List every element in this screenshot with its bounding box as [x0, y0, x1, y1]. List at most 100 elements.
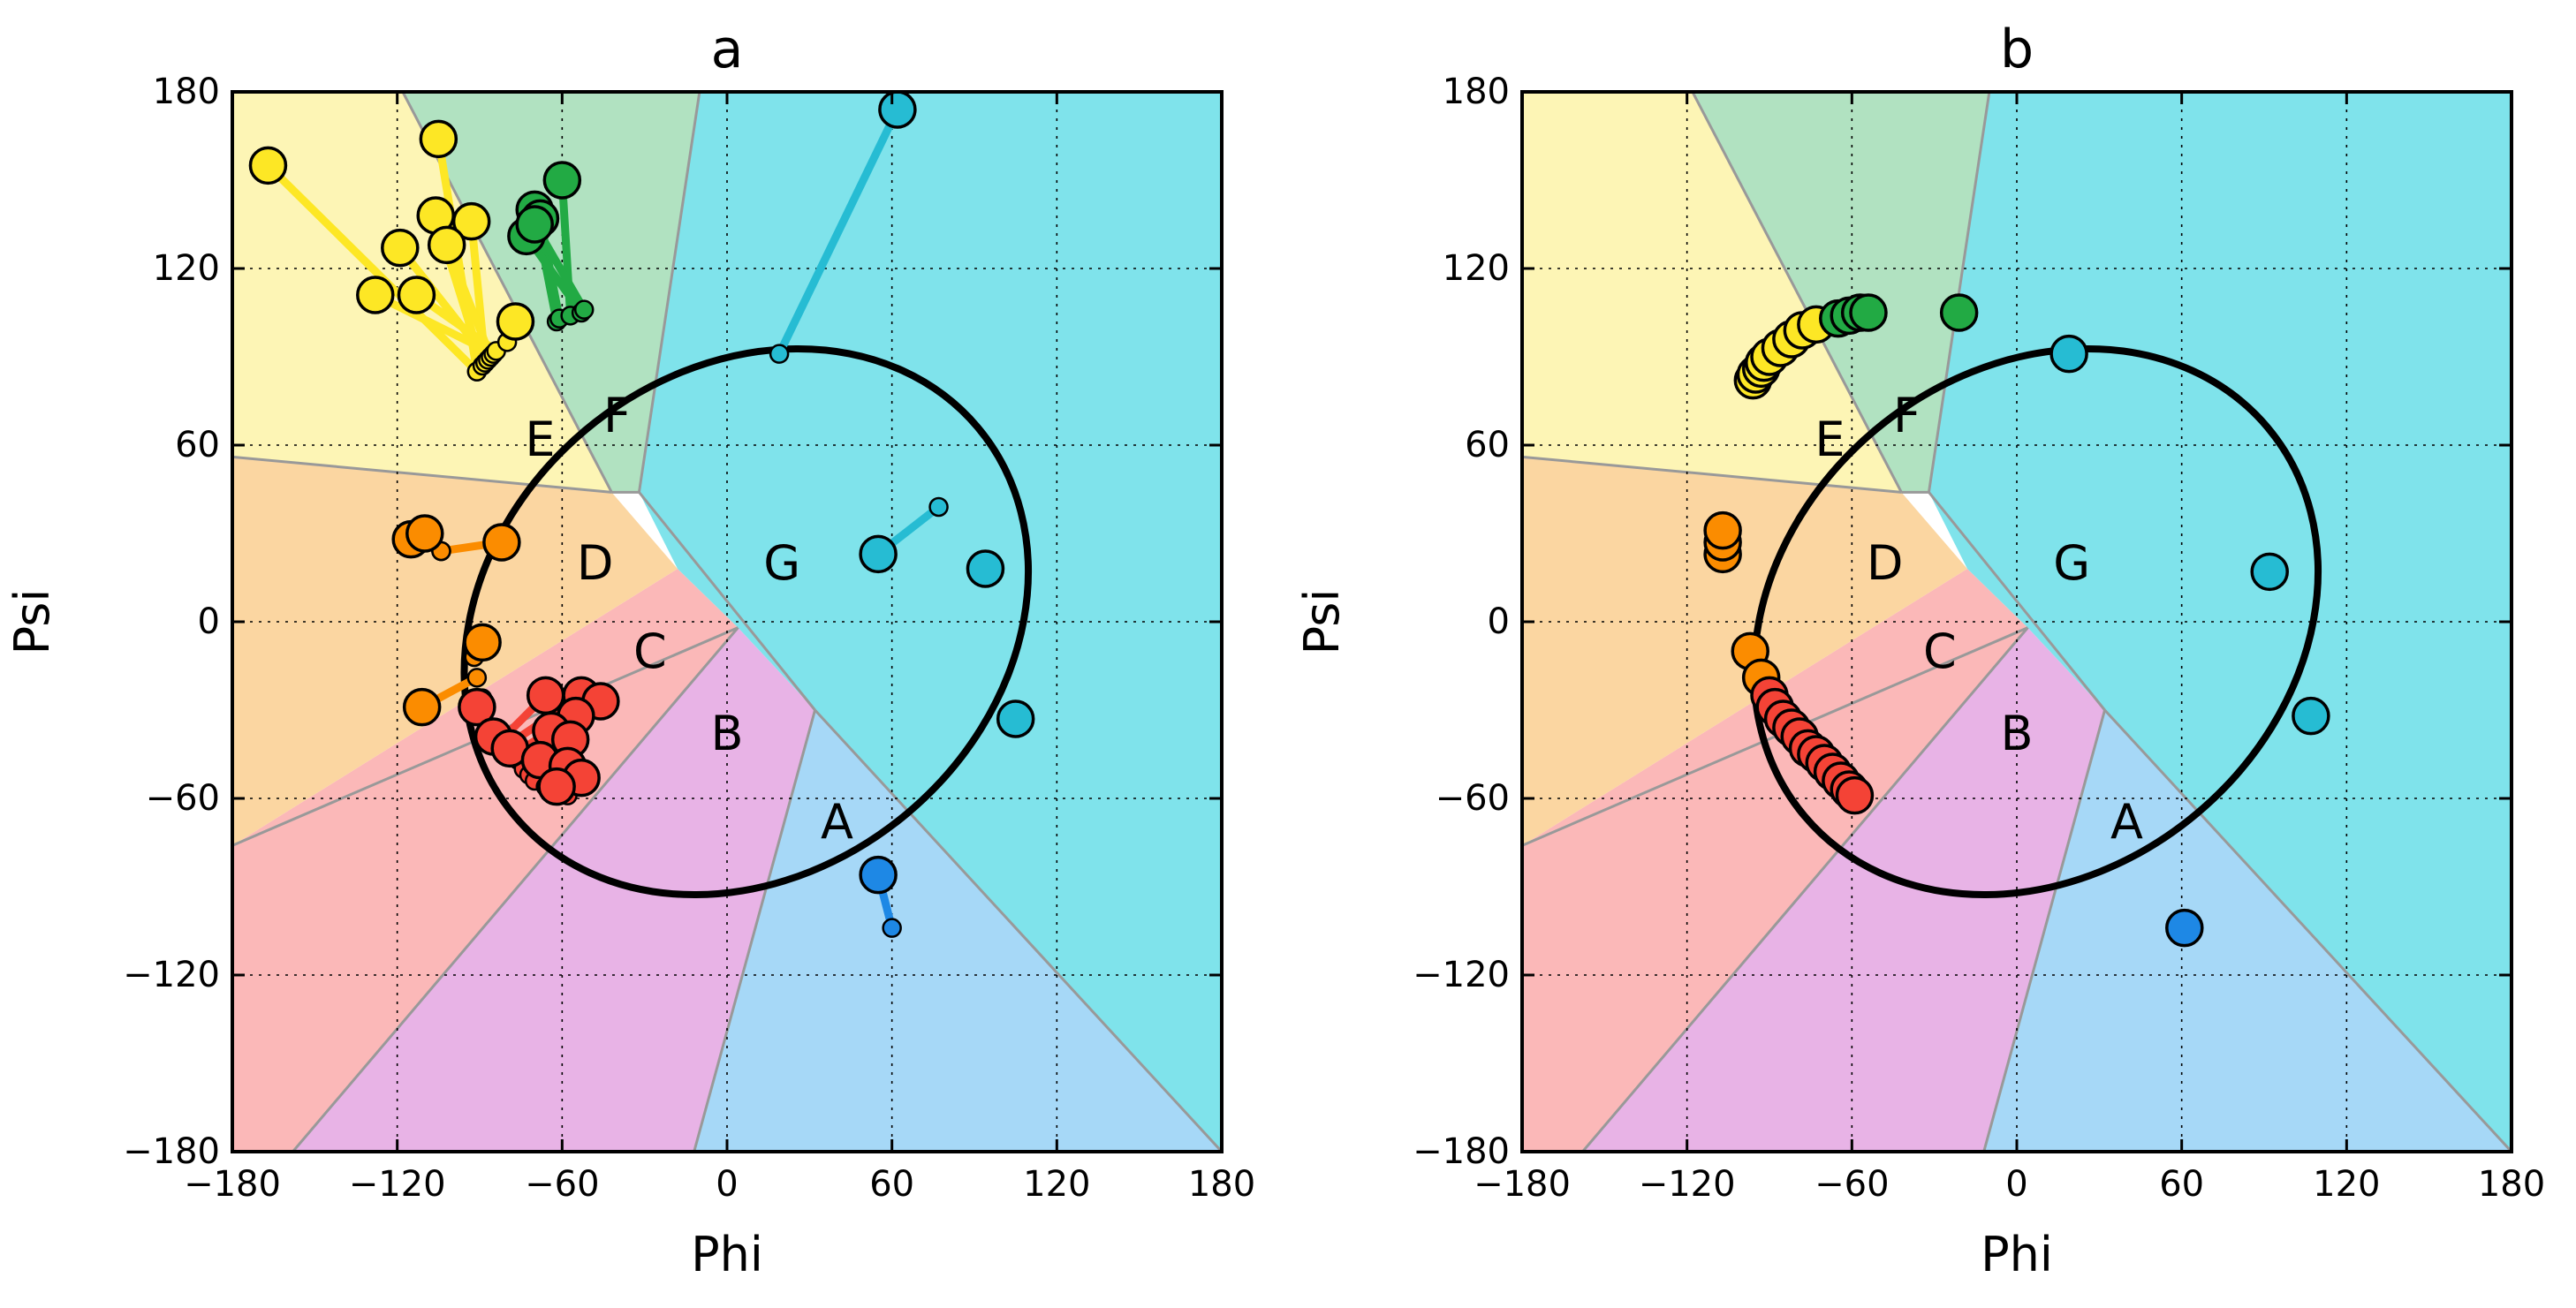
data-point — [859, 534, 898, 574]
x-tick-label: 0 — [2005, 1164, 2027, 1205]
data-point — [419, 119, 458, 159]
x-tick-label: 120 — [1023, 1164, 1090, 1205]
region-boundary — [693, 709, 817, 1152]
region-a-area — [693, 710, 1222, 1152]
data-point — [397, 276, 436, 314]
region-boundary — [401, 92, 613, 494]
x-axis-label: Phi — [1981, 1227, 2053, 1282]
region-label-d: D — [1867, 535, 1904, 591]
region-label-a: A — [821, 794, 853, 850]
y-tick-label: 0 — [1488, 601, 1510, 642]
region-label-g: G — [2053, 535, 2090, 591]
data-point — [402, 687, 442, 727]
data-point — [248, 146, 288, 185]
region-boundary — [1928, 491, 2106, 711]
region-boundary — [2103, 708, 2512, 1152]
x-tick-label: −120 — [349, 1164, 446, 1205]
y-tick-label: 180 — [1443, 72, 1510, 112]
projection-line — [263, 161, 481, 376]
data-point — [356, 276, 395, 314]
data-point — [451, 201, 491, 241]
region-label-e: E — [525, 412, 555, 467]
regions-layer-b — [1522, 92, 2512, 1152]
region-boundary — [814, 708, 1222, 1152]
projected-point — [882, 918, 902, 938]
fitted-ellipse — [1750, 344, 2322, 899]
y-tick-label: −180 — [123, 1131, 220, 1172]
points-layer-a — [248, 90, 1035, 938]
region-boundary — [292, 626, 739, 1152]
data-point — [427, 225, 466, 265]
region-label-c: C — [1923, 624, 1957, 679]
y-tick-label: −180 — [1413, 1131, 1510, 1172]
region-label-c: C — [633, 624, 667, 679]
data-point — [458, 687, 496, 727]
region-a-area — [1983, 710, 2512, 1152]
region-boundary — [637, 92, 701, 493]
data-point — [381, 228, 420, 268]
data-point — [2250, 552, 2289, 592]
region-c-area — [1522, 569, 2028, 1152]
data-point — [463, 623, 502, 662]
data-point — [496, 302, 535, 341]
y-tick-label: 60 — [1465, 425, 1510, 465]
region-label-e: E — [1815, 412, 1845, 467]
projected-point — [769, 344, 790, 364]
x-tick-label: −180 — [1474, 1164, 1571, 1205]
region-boundary — [1522, 455, 1902, 494]
y-axis-label: Psi — [1294, 589, 1350, 655]
x-tick-label: 60 — [869, 1164, 914, 1205]
x-tick-label: 180 — [1188, 1164, 1255, 1205]
data-point — [537, 767, 576, 806]
data-point — [2292, 696, 2330, 736]
data-point — [2165, 908, 2204, 948]
region-label-g: G — [763, 535, 800, 591]
y-tick-label: −60 — [1436, 778, 1510, 819]
projected-point — [466, 668, 488, 688]
y-tick-label: −120 — [1413, 955, 1510, 995]
data-point — [405, 514, 444, 553]
projection-line — [371, 291, 498, 359]
region-label-b: B — [2000, 706, 2033, 761]
data-point — [996, 699, 1035, 738]
data-point — [542, 161, 582, 200]
region-boundary — [1691, 92, 1903, 494]
data-point — [1835, 775, 1875, 815]
region-label-b: B — [710, 706, 743, 761]
region-boundary — [1927, 92, 1991, 493]
chart-title: b — [2000, 19, 2034, 80]
data-point — [966, 549, 1005, 588]
projected-point — [573, 299, 595, 320]
data-point — [1849, 293, 1888, 332]
x-tick-label: 120 — [2313, 1164, 2380, 1205]
x-tick-label: −120 — [1639, 1164, 1736, 1205]
x-tick-label: −180 — [184, 1164, 281, 1205]
region-e-area — [1522, 92, 1902, 493]
y-tick-label: 180 — [153, 72, 220, 112]
region-label-a: A — [2110, 794, 2143, 850]
y-tick-label: 120 — [153, 248, 220, 289]
axes-layer-a: −180 −120 −60 0 60 120 180 180 120 60 0 −60 −120 −180… — [4, 19, 1255, 1282]
x-axis-label: Phi — [691, 1227, 763, 1282]
data-point — [859, 855, 898, 895]
x-tick-label: −60 — [525, 1164, 599, 1205]
region-b-area — [292, 627, 815, 1152]
ellipse-layer-b — [1750, 344, 2322, 899]
data-point — [526, 676, 565, 715]
region-f-area — [1692, 92, 1989, 493]
data-point — [2049, 334, 2088, 374]
axes-layer-b: −180 −120 −60 0 60 120 180 180 120 60 0 −60 −120 −180… — [1294, 19, 2545, 1282]
data-point — [482, 523, 521, 562]
y-axis-label: Psi — [4, 589, 60, 655]
y-tick-label: −60 — [146, 778, 220, 819]
region-d-area — [232, 457, 678, 846]
y-tick-label: 0 — [198, 601, 220, 642]
y-tick-label: −120 — [123, 955, 220, 995]
x-tick-label: −60 — [1815, 1164, 1889, 1205]
fitted-ellipse — [460, 344, 1032, 899]
x-tick-label: 180 — [2478, 1164, 2545, 1205]
